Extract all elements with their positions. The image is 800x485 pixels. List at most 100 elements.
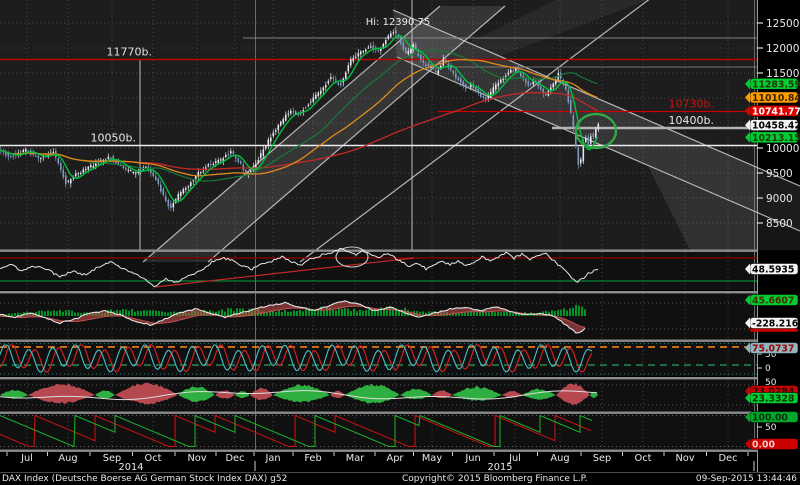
candlestick	[455, 73, 457, 79]
candlestick	[385, 40, 387, 44]
candlestick	[437, 70, 440, 74]
candlestick	[402, 42, 405, 50]
candlestick	[332, 77, 335, 79]
candlestick	[130, 170, 132, 172]
candlestick	[62, 169, 65, 178]
momentum-line	[0, 247, 599, 288]
candlestick	[550, 87, 552, 91]
candlestick	[42, 156, 45, 158]
x-axis-month-label: Oct	[145, 453, 162, 464]
candlestick	[360, 51, 362, 55]
macd-signal-line	[0, 305, 586, 328]
candlestick	[12, 155, 15, 157]
candlestick	[180, 192, 182, 196]
x-axis-month-label: Dec	[719, 453, 738, 464]
candlestick	[157, 178, 160, 184]
candlestick	[502, 78, 505, 81]
candlestick	[495, 84, 497, 90]
x-axis-year-label: 2014	[119, 462, 144, 472]
candlestick	[115, 160, 117, 164]
candlestick	[510, 70, 512, 73]
power-positive-blob	[273, 384, 329, 403]
trend-channel-fill	[143, 6, 505, 262]
y-axis-tick-label: 8500	[766, 218, 793, 230]
candlestick	[10, 156, 12, 158]
price-badge: 10741.77	[752, 106, 800, 117]
candlestick	[232, 151, 235, 154]
candlestick	[45, 154, 47, 156]
candlestick	[202, 170, 205, 172]
candlestick	[152, 172, 155, 176]
x-axis-month-label: Apr	[387, 453, 405, 464]
panel-axis-label: 50	[765, 378, 777, 388]
power-positive-blob	[590, 391, 598, 399]
candlestick	[570, 100, 572, 113]
main-plot-area[interactable]	[0, 0, 757, 250]
candlestick	[545, 92, 547, 96]
candlestick	[235, 156, 237, 159]
candlestick	[355, 56, 357, 58]
chart-canvas[interactable]: 11770b. 10730b. 10400b. 10050b. Hi: 12390.75…	[0, 0, 800, 472]
candlestick	[315, 94, 317, 99]
indicator-badge-pointer	[745, 294, 750, 306]
candlestick	[380, 48, 382, 51]
candlestick	[125, 167, 127, 170]
x-axis-month-label: Aug	[550, 453, 569, 464]
x-axis-month-label: Mar	[346, 453, 365, 464]
y-axis-tick-label: 10000	[766, 143, 799, 155]
candlestick	[72, 177, 75, 179]
candlestick	[500, 79, 502, 83]
candlestick	[255, 164, 257, 169]
candlestick	[450, 65, 452, 70]
candlestick	[240, 161, 242, 164]
panel-axis-label: 0	[765, 364, 771, 374]
candlestick	[362, 51, 365, 53]
trend-channel-fill	[393, 10, 800, 231]
candlestick	[190, 182, 192, 187]
panel-separator	[0, 339, 757, 342]
indicator-badge: 48.5935	[752, 265, 794, 276]
timestamp: 09-Sep-2015 13:44:46	[695, 474, 797, 484]
indicator-badge: 23.0284	[752, 387, 795, 398]
candlestick	[582, 142, 585, 162]
panel-axis-label: 50	[765, 423, 777, 433]
aroon-plot-area[interactable]	[0, 413, 757, 449]
candlestick	[230, 151, 232, 154]
candlestick	[372, 45, 375, 50]
candlestick	[457, 77, 460, 81]
candlestick	[282, 119, 285, 124]
macd-line	[0, 300, 586, 334]
indicator-badge-pointer	[745, 342, 750, 354]
candlestick	[120, 164, 122, 166]
x-axis-month-label: Dec	[226, 453, 245, 464]
candlestick	[477, 88, 480, 93]
indicator-badge-pointer	[745, 411, 750, 423]
candlestick	[145, 166, 147, 168]
price-badge: 10213.15	[752, 133, 800, 144]
candlestick	[505, 75, 507, 77]
candlestick	[35, 155, 37, 157]
candlestick	[257, 159, 260, 163]
x-axis-month-label: Jul	[20, 453, 33, 464]
candlestick	[160, 184, 162, 192]
candlestick	[475, 86, 477, 90]
candlestick	[425, 64, 427, 67]
candlestick	[520, 72, 522, 77]
y-axis-tick-label: 9500	[766, 168, 793, 180]
ascending-trendline	[299, 0, 650, 263]
candlestick	[572, 115, 575, 129]
price-badge: 11010.84	[752, 93, 800, 104]
candlestick	[285, 114, 287, 121]
candlestick	[595, 129, 597, 138]
candlestick	[460, 78, 462, 83]
trend-channel-edge	[392, 9, 800, 187]
candlestick	[420, 54, 422, 60]
candlestick	[67, 180, 70, 182]
candlestick	[290, 110, 292, 114]
candlestick	[535, 80, 537, 82]
x-axis-month-label: May	[422, 453, 442, 464]
candlestick	[105, 159, 107, 161]
price-badge-pointer	[745, 119, 750, 131]
candlestick	[487, 95, 490, 99]
candlestick	[172, 203, 175, 208]
